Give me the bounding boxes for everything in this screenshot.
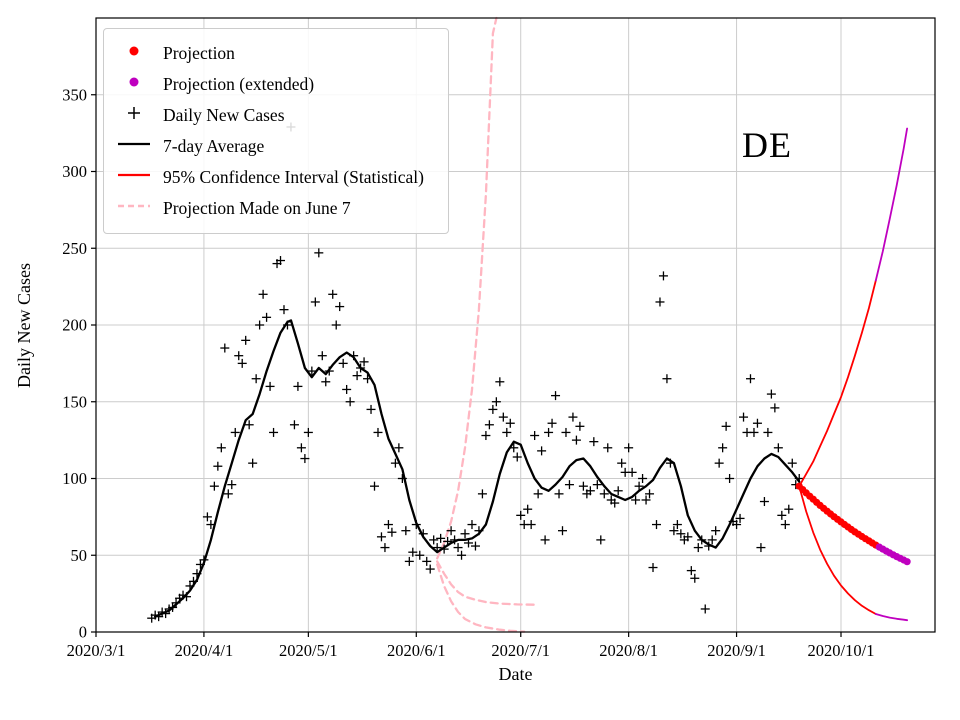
x-axis: 2020/3/1 2020/4/1 2020/5/1 2020/6/1 2020/7/1…: [67, 632, 875, 660]
series-june-7-projection-upper-ci: [436, 16, 498, 560]
y-axis: 0 50 100 150 200 250 300 350: [62, 85, 96, 642]
y-tick-label: 250: [62, 239, 87, 258]
x-tick-label: 2020/9/1: [707, 641, 766, 660]
legend-item-label: Projection: [163, 43, 235, 63]
series-projection: [795, 482, 880, 549]
y-tick-label: 200: [62, 316, 87, 335]
plot-frame: [95, 17, 936, 633]
series-95-ci-lower-extended: [874, 613, 908, 622]
x-tick-label: 2020/4/1: [175, 641, 234, 660]
y-tick-label: 350: [62, 85, 87, 104]
solid-line-icon: [116, 135, 152, 158]
series-95-ci-upper-extended: [874, 127, 908, 282]
x-axis-label: Date: [498, 664, 533, 684]
projection-dot-icon: [116, 42, 152, 65]
legend-item-june7-projection: Projection Made on June 7: [116, 193, 424, 224]
legend-item-7day-average: 7-day Average: [116, 131, 424, 162]
legend-item-confidence-interval: 95% Confidence Interval (Statistical): [116, 162, 424, 193]
series-7-day-average: [154, 319, 801, 618]
legend-item-label: Daily New Cases: [163, 105, 285, 125]
y-axis-label: Daily New Cases: [14, 263, 34, 388]
legend-item-projection-extended: Projection (extended): [116, 69, 424, 100]
y-tick-label: 150: [62, 392, 87, 411]
y-tick-label: 50: [71, 546, 88, 565]
legend-item-label: Projection (extended): [163, 74, 315, 94]
series-june-7-projection-central: [436, 560, 536, 606]
legend-item-label: 7-day Average: [163, 136, 265, 156]
legend-item-label: Projection Made on June 7: [163, 198, 351, 218]
series-june-7-projection-lower-ci: [436, 563, 526, 633]
x-tick-label: 2020/8/1: [599, 641, 658, 660]
ci-line-icon: [116, 166, 152, 189]
region-label: DE: [742, 125, 792, 165]
x-tick-label: 2020/3/1: [67, 641, 126, 660]
y-tick-label: 300: [62, 162, 87, 181]
series-projection-extended: [875, 543, 911, 566]
x-tick-label: 2020/6/1: [387, 641, 446, 660]
legend-item-label: 95% Confidence Interval (Statistical): [163, 167, 424, 187]
x-tick-label: 2020/5/1: [279, 641, 338, 660]
y-tick-label: 100: [62, 469, 87, 488]
projection-extended-dot-icon: [116, 73, 152, 96]
y-tick-label: 0: [79, 623, 87, 642]
grid: [95, 18, 935, 633]
series-95-ci-upper: [798, 279, 877, 488]
x-tick-label: 2020/7/1: [491, 641, 550, 660]
legend-item-projection: Projection: [116, 38, 424, 69]
legend: Projection Projection (extended) Daily N…: [103, 28, 449, 234]
legend-item-daily-new-cases: Daily New Cases: [116, 100, 424, 131]
x-tick-label: 2020/10/1: [808, 641, 875, 660]
series-95-ci-lower: [798, 485, 877, 615]
plus-marker-icon: [116, 104, 152, 127]
dashed-line-icon: [116, 197, 152, 220]
